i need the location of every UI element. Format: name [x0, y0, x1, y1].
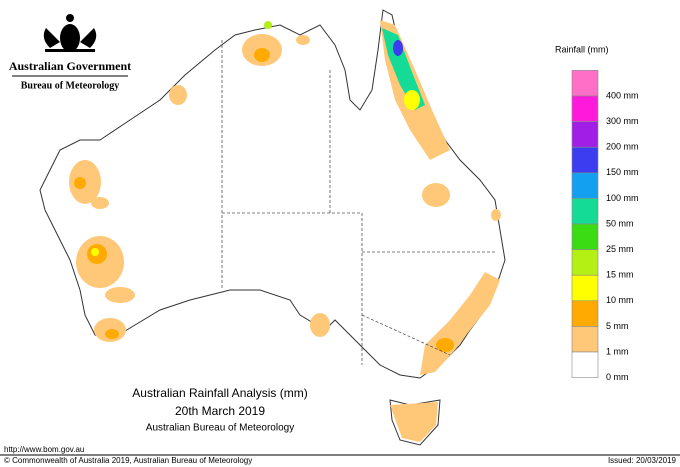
agency-name: Australian Government [9, 59, 131, 73]
legend-swatch [571, 326, 599, 353]
legend-swatch [571, 223, 599, 250]
legend-swatch [571, 95, 599, 122]
legend-swatch [571, 172, 599, 199]
legend-label: 15 mm [606, 270, 634, 280]
caption-source: Australian Bureau of Meteorology [146, 423, 294, 434]
legend-title: Rainfall (mm) [555, 44, 609, 54]
rain-areas [69, 20, 501, 442]
bureau-name: Bureau of Meteorology [21, 80, 120, 91]
legend-label: 150 mm [606, 167, 639, 177]
legend-label: 400 mm [606, 90, 639, 100]
legend-swatch [571, 351, 599, 378]
legend-swatch [571, 274, 599, 302]
legend-label: 5 mm [606, 321, 629, 331]
footer-url: http://www.bom.gov.au [4, 445, 84, 454]
legend-swatch [571, 198, 599, 225]
legend-label: 10 mm [606, 295, 634, 305]
legend-label: 1 mm [606, 346, 629, 356]
legend-label: 200 mm [606, 142, 639, 152]
legend-label: 0 mm [606, 372, 629, 382]
legend: 400 mm 300 mm 200 mm 150 mm 100 mm 50 mm 25 mm… [571, 70, 639, 382]
state-borders [221, 40, 495, 365]
crest [43, 14, 97, 52]
legend-swatch [571, 249, 599, 276]
footer-copyright: © Commonwealth of Australia 2019, Austra… [4, 456, 252, 465]
caption-date: 20th March 2019 [175, 404, 265, 418]
legend-swatch [571, 300, 599, 327]
legend-swatch [571, 146, 599, 174]
australia-map [39, 9, 506, 446]
legend-swatch [571, 121, 599, 148]
legend-label: 50 mm [606, 218, 634, 228]
footer-issued: Issued: 20/03/2019 [608, 456, 677, 465]
legend-label: 300 mm [606, 116, 639, 126]
legend-swatch [571, 70, 599, 97]
caption-title: Australian Rainfall Analysis (mm) [132, 386, 307, 400]
legend-label: 25 mm [606, 244, 634, 254]
legend-label: 100 mm [606, 193, 639, 203]
